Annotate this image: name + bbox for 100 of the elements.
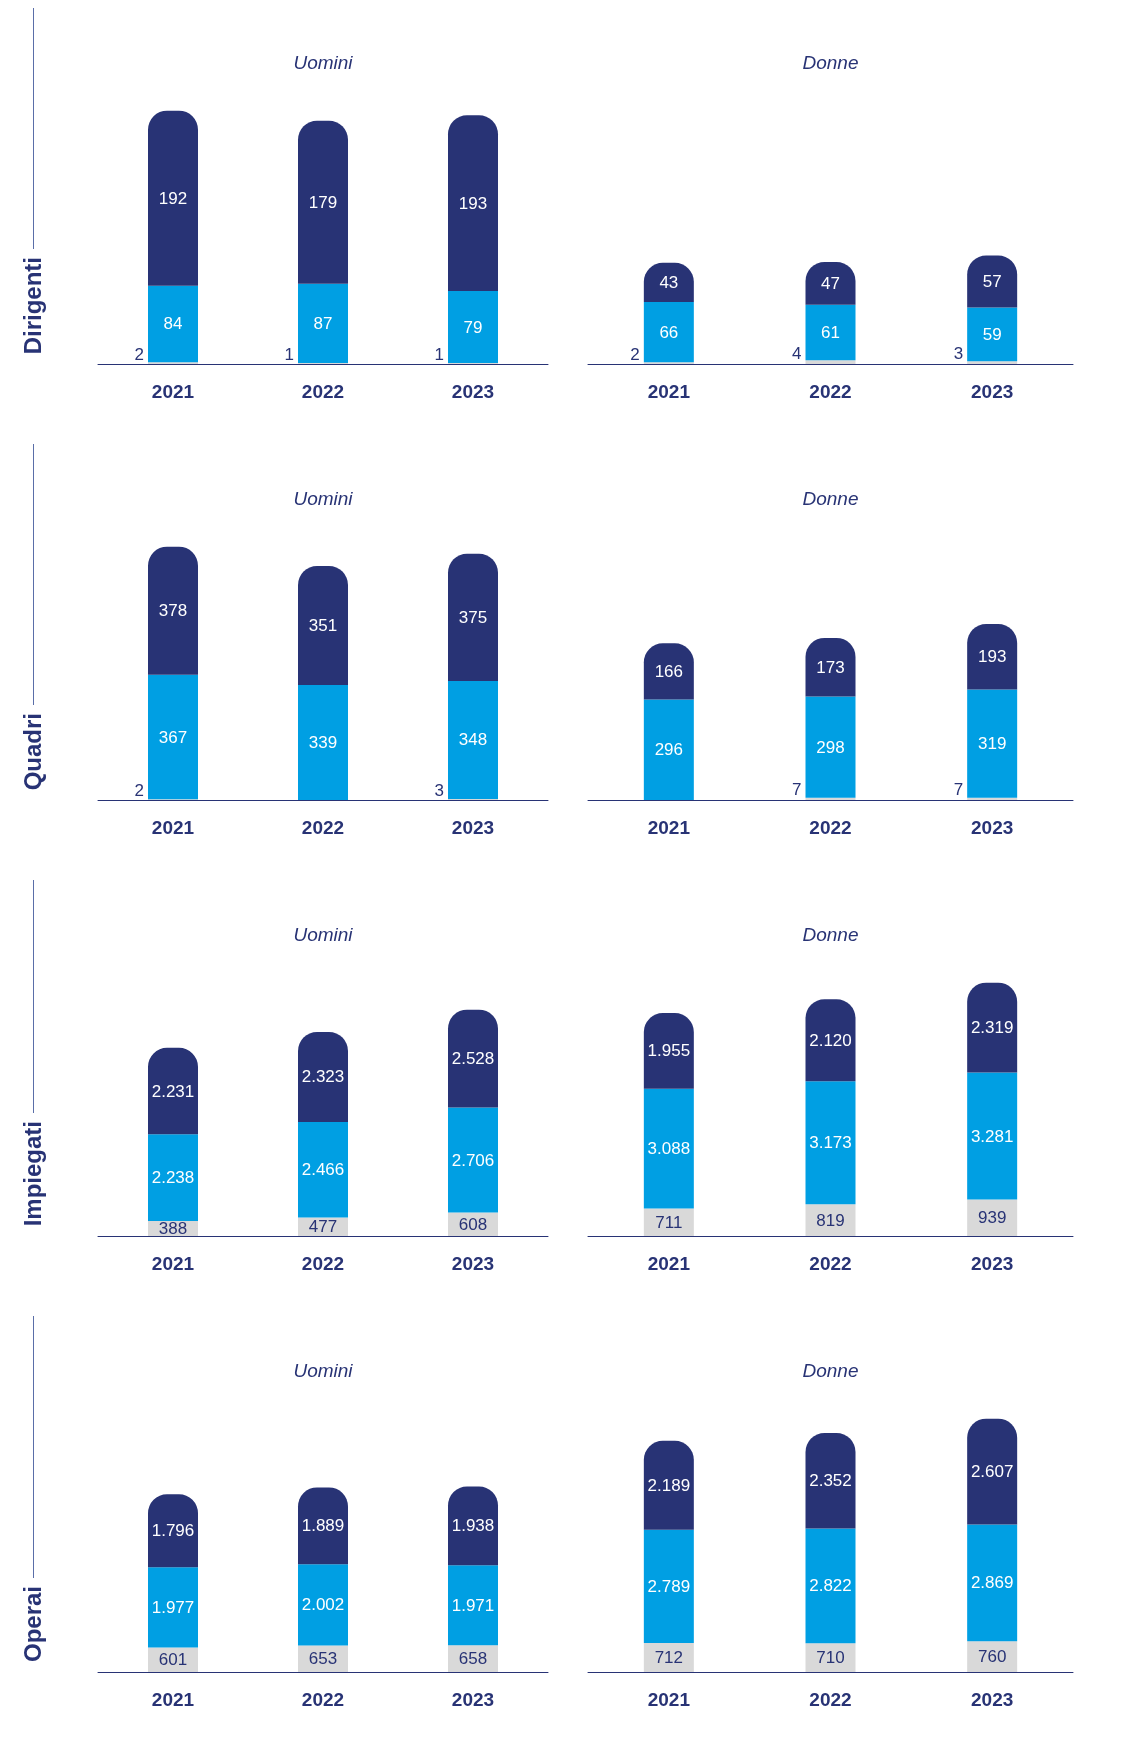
chart-title: Donne: [802, 924, 859, 945]
data-label: 477: [308, 1217, 338, 1237]
data-label: 7: [792, 780, 802, 800]
bar: [967, 982, 1018, 1073]
data-label: 712: [654, 1648, 684, 1668]
x-tick-label: 2021: [151, 817, 195, 838]
bar: [805, 637, 856, 697]
data-label: 1.971: [451, 1595, 495, 1615]
bar: [805, 304, 856, 361]
bar: [448, 1107, 498, 1213]
x-tick-label: 2022: [809, 1689, 852, 1710]
data-label: 375: [458, 607, 488, 627]
data-label: 173: [816, 657, 845, 677]
data-label: 760: [977, 1647, 1007, 1667]
data-label: 2: [134, 781, 144, 801]
chart-title: Uomini: [293, 52, 354, 73]
x-tick-label: 2022: [301, 381, 345, 402]
x-tick-label: 2022: [301, 1253, 345, 1274]
bar: [967, 307, 1018, 362]
data-label: 61: [821, 323, 840, 343]
data-label: 43: [659, 272, 679, 292]
data-label: 2.466: [301, 1160, 345, 1180]
bar: [448, 115, 498, 292]
bar: [298, 685, 348, 800]
bar: [805, 999, 856, 1082]
data-label: 2.120: [809, 1030, 852, 1050]
bar: [643, 1529, 694, 1644]
data-label: 2.238: [151, 1168, 195, 1188]
bar: [448, 1486, 498, 1566]
data-label: 710: [816, 1648, 845, 1668]
data-label: 192: [158, 188, 188, 208]
x-tick-label: 2021: [151, 1253, 195, 1274]
data-label: 2.706: [451, 1150, 495, 1170]
chart-title: Donne: [802, 488, 859, 509]
bar: [148, 110, 198, 286]
x-tick-label: 2023: [971, 381, 1014, 402]
bar: [643, 302, 694, 363]
x-tick-label: 2021: [647, 1689, 691, 1710]
chart-title: Donne: [802, 52, 859, 73]
x-tick-label: 2021: [151, 1689, 195, 1710]
bar: [448, 1009, 498, 1108]
bar: [643, 1440, 694, 1530]
data-label: 2.002: [301, 1595, 345, 1615]
data-label: 2.323: [301, 1067, 345, 1087]
bar: [298, 1121, 348, 1218]
x-tick-label: 2023: [451, 381, 495, 402]
data-label: 658: [458, 1649, 488, 1669]
bar: [967, 623, 1018, 690]
data-label: 2.789: [647, 1576, 691, 1596]
data-label: 166: [654, 661, 684, 681]
y-axis-title: Operai: [19, 1585, 47, 1662]
data-label: 2.869: [970, 1573, 1014, 1593]
bar: [448, 680, 498, 799]
bar: [148, 674, 198, 800]
data-label: 2.822: [809, 1576, 852, 1596]
data-label: 7: [953, 780, 964, 800]
bar: [448, 1565, 498, 1646]
chart-title: Uomini: [293, 1360, 354, 1381]
data-label: 1: [284, 345, 294, 365]
bar: [643, 1643, 694, 1672]
chart-title: Donne: [802, 1360, 859, 1381]
data-label: 2.352: [809, 1471, 852, 1491]
data-label: 4: [792, 343, 802, 363]
data-label: 819: [816, 1210, 845, 1230]
y-axis-title: Dirigenti: [19, 256, 47, 354]
bar: [643, 1013, 694, 1089]
x-tick-label: 2023: [971, 817, 1014, 838]
bar: [805, 1081, 856, 1205]
bar: [805, 360, 856, 364]
data-label: 348: [458, 730, 488, 750]
data-label: 367: [158, 727, 188, 747]
data-label: 1.955: [647, 1041, 691, 1061]
x-tick-label: 2022: [301, 1689, 345, 1710]
x-tick-label: 2022: [301, 817, 345, 838]
data-label: 298: [816, 737, 845, 757]
bar: [805, 1528, 856, 1644]
x-tick-label: 2023: [971, 1253, 1014, 1274]
bar: [643, 1088, 694, 1209]
data-label: 79: [463, 317, 483, 337]
bar: [148, 546, 198, 675]
bar: [967, 361, 1018, 364]
data-label: 1: [434, 345, 444, 365]
data-label: 3.173: [809, 1133, 852, 1153]
data-label: 711: [655, 1212, 683, 1232]
x-tick-label: 2023: [451, 817, 495, 838]
bar: [148, 1567, 198, 1648]
data-label: 2: [630, 344, 640, 364]
chart-title: Uomini: [293, 488, 354, 509]
bar: [148, 285, 198, 363]
data-label: 2.319: [970, 1018, 1014, 1038]
data-label: 47: [821, 273, 840, 293]
chart-title: Uomini: [293, 924, 354, 945]
data-label: 339: [308, 733, 338, 753]
data-label: 319: [977, 734, 1007, 754]
data-label: 296: [654, 740, 684, 760]
data-label: 3: [434, 780, 444, 800]
x-tick-label: 2021: [151, 381, 195, 402]
bar: [298, 1031, 348, 1122]
bar: [805, 696, 856, 798]
bar: [148, 1047, 198, 1135]
